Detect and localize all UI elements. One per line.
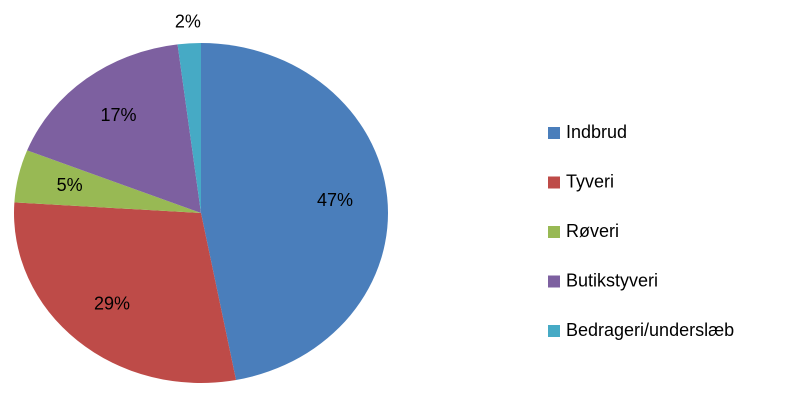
- legend-label: Tyveri: [566, 171, 614, 191]
- data-label: 29%: [94, 294, 130, 314]
- pie-slice: [177, 43, 201, 213]
- legend-swatch: [548, 275, 560, 288]
- pie-slice: [13, 202, 237, 384]
- legend-label: Røveri: [566, 221, 619, 241]
- pie-slice: [14, 150, 201, 213]
- data-label: 5%: [57, 175, 83, 195]
- legend-swatch: [548, 325, 560, 337]
- legend-swatch: [548, 127, 560, 139]
- legend-swatch: [548, 176, 560, 189]
- data-label: 47%: [317, 190, 353, 210]
- legend-label: Butikstyveri: [566, 270, 658, 290]
- legend-label: Indbrud: [566, 122, 627, 142]
- legend-label: Bedrageri/underslæb: [566, 320, 734, 340]
- data-label: 2%: [175, 12, 201, 32]
- data-label: 17%: [100, 105, 136, 125]
- legend-swatch: [548, 226, 560, 238]
- pie-slice: [201, 43, 389, 380]
- pie-slice: [27, 44, 201, 213]
